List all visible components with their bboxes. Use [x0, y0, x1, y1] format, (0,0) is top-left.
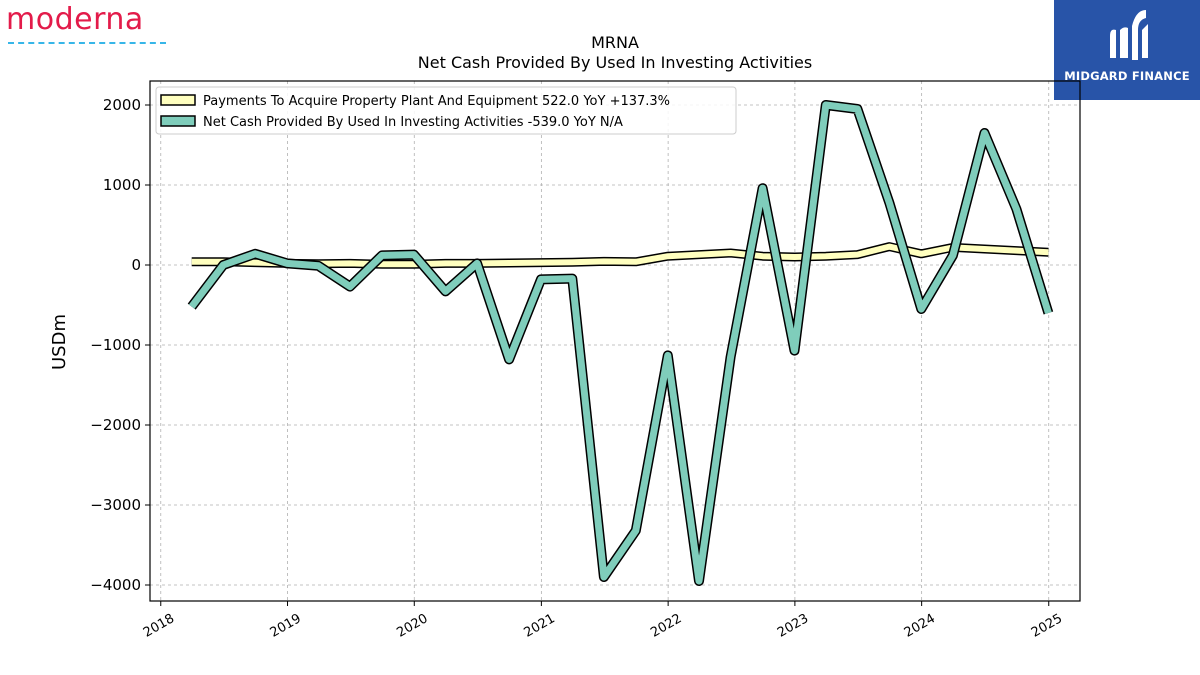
x-tick-label: 2022 — [648, 611, 684, 641]
chart-title: MRNA — [591, 33, 639, 52]
moderna-logo: moderna — [6, 4, 171, 44]
midgard-finance-badge: MIDGARD FINANCE — [1054, 0, 1200, 100]
x-tick-label: 2023 — [775, 611, 811, 641]
series-2-outline — [187, 100, 1054, 586]
brand-underline — [8, 42, 166, 44]
y-axis-label: USDm — [49, 314, 70, 370]
x-tick-label: 2021 — [522, 611, 558, 641]
legend: Payments To Acquire Property Plant And E… — [155, 86, 737, 135]
x-tick-label: 2024 — [902, 611, 938, 641]
legend-box — [155, 86, 737, 135]
y-tick-label: −1000 — [90, 336, 141, 354]
chart-subtitle: Net Cash Provided By Used In Investing A… — [418, 53, 812, 72]
x-tick-label: 2025 — [1029, 611, 1065, 641]
y-tick-label: 2000 — [103, 96, 141, 114]
y-tick-label: −3000 — [90, 496, 141, 514]
legend-label: Payments To Acquire Property Plant And E… — [203, 94, 670, 109]
midgard-logo-icon — [1110, 10, 1148, 60]
x-tick-label: 2019 — [268, 611, 304, 641]
legend-swatch — [160, 94, 196, 106]
legend-swatch — [160, 115, 196, 127]
x-tick-label: 2020 — [394, 611, 430, 641]
y-tick-label: −4000 — [90, 576, 141, 594]
brand-wordmark: moderna — [6, 2, 144, 37]
y-tick-label: 1000 — [103, 176, 141, 194]
legend-label: Net Cash Provided By Used In Investing A… — [203, 115, 623, 130]
y-tick-label: 0 — [131, 256, 141, 274]
badge-label: MIDGARD FINANCE — [1064, 69, 1190, 83]
x-tick-label: 2018 — [141, 611, 177, 641]
series-lines — [187, 100, 1054, 586]
y-tick-label: −2000 — [90, 416, 141, 434]
plot-area-frame — [149, 80, 1081, 602]
grid-lines — [150, 81, 1080, 601]
series-2-line — [188, 101, 1052, 585]
